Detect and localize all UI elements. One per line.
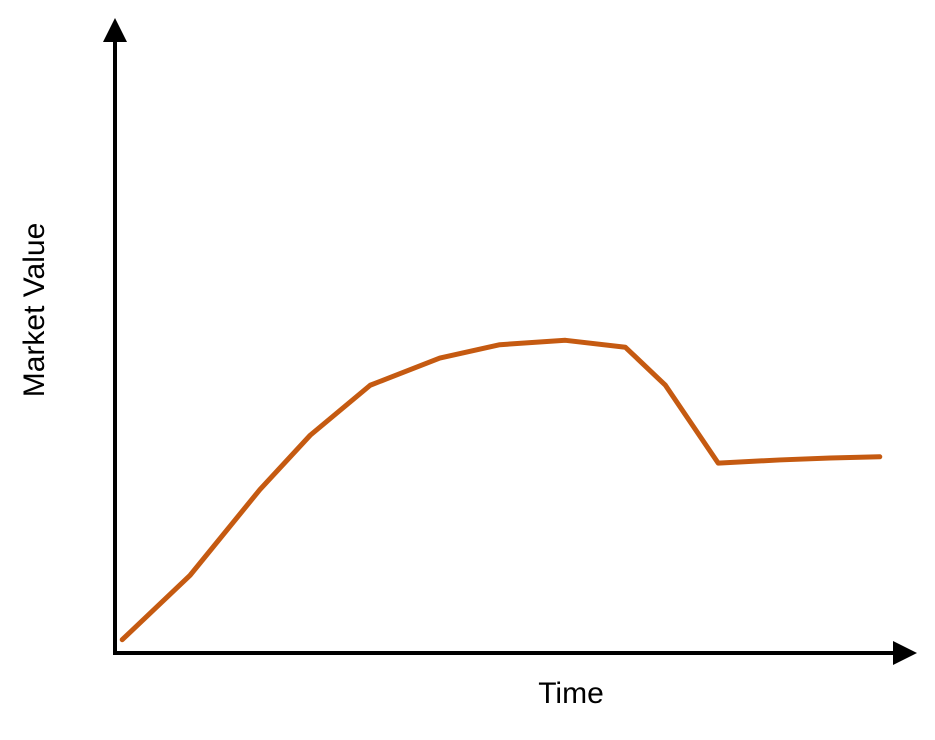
y-axis-label: Market Value (18, 223, 51, 398)
x-axis-label: Time (538, 677, 604, 710)
data-line (119, 337, 883, 643)
